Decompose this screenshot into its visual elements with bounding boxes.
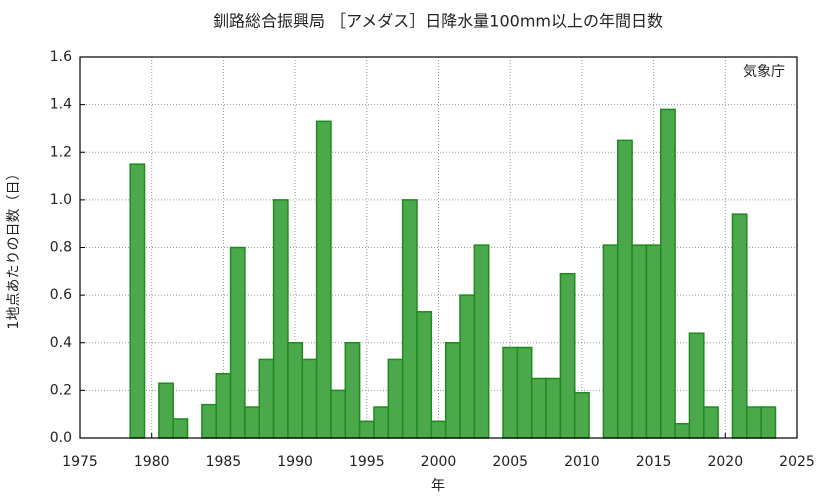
bar (387, 358, 404, 439)
chart-title: 釧路総合振興局 ［アメダス］日降水量100mm以上の年間日数 (213, 12, 663, 31)
x-tick-label: 1975 (62, 454, 98, 470)
bar (760, 406, 777, 439)
bar (315, 120, 332, 439)
bar (430, 420, 447, 439)
y-tick-label: 0.4 (50, 335, 72, 351)
bar (473, 244, 490, 439)
bar (215, 372, 232, 439)
y-tick-label: 0.6 (50, 287, 72, 303)
bar (258, 358, 275, 439)
bar (617, 139, 633, 439)
bar (530, 377, 547, 439)
bar (703, 406, 719, 439)
bar (287, 342, 304, 439)
bar (229, 246, 246, 439)
bar (688, 332, 705, 439)
x-tick-label: 1980 (134, 454, 170, 470)
bar (129, 163, 146, 439)
bar (645, 244, 662, 439)
bar (746, 406, 762, 439)
y-tick-label: 0.0 (50, 430, 72, 446)
x-tick-label: 2010 (564, 454, 600, 470)
bar (516, 346, 533, 439)
bar (272, 199, 289, 439)
bar (545, 377, 562, 439)
bar (416, 311, 433, 439)
bar (201, 403, 217, 439)
bar (660, 108, 676, 439)
bar (244, 406, 261, 439)
x-axis-label: 年 (431, 478, 445, 494)
bar (358, 420, 375, 439)
bar (631, 244, 648, 439)
bar (158, 382, 174, 439)
bar (444, 342, 461, 439)
bar (344, 342, 361, 439)
y-tick-label: 0.2 (50, 382, 72, 398)
x-tick-label: 2005 (492, 454, 528, 470)
y-tick-label: 1.6 (50, 49, 72, 65)
bar (373, 406, 390, 439)
x-tick-label: 2000 (421, 454, 457, 470)
annotation: 気象庁 (743, 64, 785, 80)
bar (559, 272, 576, 439)
x-tick-label: 1990 (277, 454, 313, 470)
bar (674, 422, 691, 439)
x-tick-label: 2015 (636, 454, 672, 470)
x-tick-label: 1985 (206, 454, 242, 470)
bar (459, 294, 476, 439)
x-tick-label: 2020 (707, 454, 743, 470)
x-tick-label: 2025 (779, 454, 815, 470)
bar (502, 346, 519, 439)
bar (602, 244, 619, 439)
y-tick-label: 1.2 (50, 144, 72, 160)
plot-frame (79, 56, 798, 439)
y-tick-label: 1.0 (50, 192, 72, 208)
bar (401, 199, 418, 439)
y-tick-label: 1.4 (50, 97, 72, 113)
bar (172, 418, 189, 439)
bar (731, 213, 748, 439)
y-tick-label: 0.8 (50, 240, 72, 256)
bar (301, 358, 318, 439)
bar (330, 389, 347, 439)
y-axis-label: 1地点あたりの日数（日） (6, 167, 22, 330)
x-tick-label: 1995 (349, 454, 385, 470)
bar (573, 392, 590, 439)
